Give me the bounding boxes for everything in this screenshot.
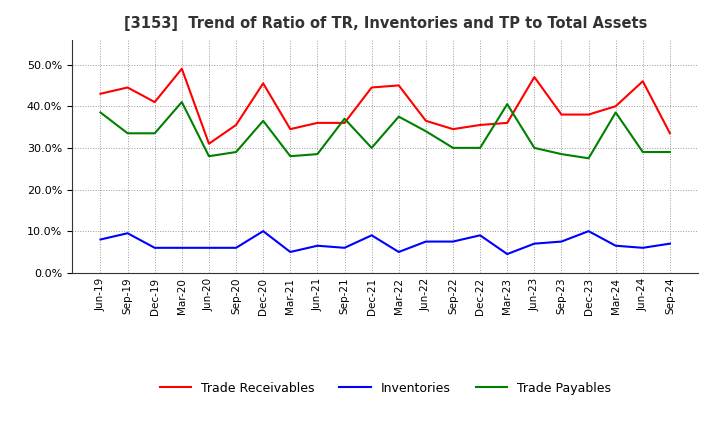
Trade Receivables <box>123 85 132 90</box>
Inventories <box>584 228 593 234</box>
Trade Payables <box>178 99 186 105</box>
Line: Trade Receivables: Trade Receivables <box>101 69 670 144</box>
Trade Payables <box>259 118 268 124</box>
Trade Receivables <box>341 120 349 125</box>
Trade Receivables <box>150 99 159 105</box>
Trade Receivables <box>503 120 511 125</box>
Inventories <box>530 241 539 246</box>
Trade Payables <box>286 154 294 159</box>
Inventories <box>557 239 566 244</box>
Trade Receivables <box>476 122 485 128</box>
Trade Payables <box>449 145 457 150</box>
Trade Payables <box>313 151 322 157</box>
Trade Receivables <box>96 91 105 96</box>
Trade Payables <box>530 145 539 150</box>
Inventories <box>96 237 105 242</box>
Trade Receivables <box>367 85 376 90</box>
Inventories <box>313 243 322 248</box>
Line: Inventories: Inventories <box>101 231 670 254</box>
Inventories <box>123 231 132 236</box>
Inventories <box>341 245 349 250</box>
Inventories <box>449 239 457 244</box>
Trade Payables <box>639 150 647 155</box>
Trade Payables <box>557 151 566 157</box>
Trade Payables <box>96 110 105 115</box>
Line: Trade Payables: Trade Payables <box>101 102 670 158</box>
Legend: Trade Receivables, Inventories, Trade Payables: Trade Receivables, Inventories, Trade Pa… <box>155 377 616 400</box>
Trade Receivables <box>557 112 566 117</box>
Trade Payables <box>611 110 620 115</box>
Inventories <box>421 239 430 244</box>
Trade Receivables <box>232 122 240 128</box>
Inventories <box>476 233 485 238</box>
Inventories <box>665 241 674 246</box>
Trade Payables <box>232 150 240 155</box>
Trade Payables <box>395 114 403 119</box>
Inventories <box>503 251 511 257</box>
Trade Receivables <box>449 126 457 132</box>
Inventories <box>232 245 240 250</box>
Inventories <box>639 245 647 250</box>
Inventories <box>178 245 186 250</box>
Inventories <box>395 249 403 255</box>
Trade Receivables <box>313 120 322 125</box>
Inventories <box>259 228 268 234</box>
Trade Receivables <box>611 103 620 109</box>
Inventories <box>367 233 376 238</box>
Trade Receivables <box>395 83 403 88</box>
Trade Receivables <box>286 126 294 132</box>
Inventories <box>204 245 213 250</box>
Trade Receivables <box>421 118 430 124</box>
Trade Payables <box>476 145 485 150</box>
Trade Payables <box>584 156 593 161</box>
Inventories <box>286 249 294 255</box>
Trade Payables <box>367 145 376 150</box>
Trade Receivables <box>178 66 186 71</box>
Trade Payables <box>421 128 430 134</box>
Trade Payables <box>503 102 511 107</box>
Title: [3153]  Trend of Ratio of TR, Inventories and TP to Total Assets: [3153] Trend of Ratio of TR, Inventories… <box>124 16 647 32</box>
Trade Receivables <box>665 131 674 136</box>
Trade Payables <box>150 131 159 136</box>
Trade Payables <box>123 131 132 136</box>
Trade Receivables <box>259 81 268 86</box>
Trade Payables <box>341 116 349 121</box>
Inventories <box>611 243 620 248</box>
Trade Receivables <box>530 74 539 80</box>
Trade Payables <box>204 154 213 159</box>
Trade Receivables <box>204 141 213 147</box>
Inventories <box>150 245 159 250</box>
Trade Receivables <box>584 112 593 117</box>
Trade Payables <box>665 150 674 155</box>
Trade Receivables <box>639 79 647 84</box>
